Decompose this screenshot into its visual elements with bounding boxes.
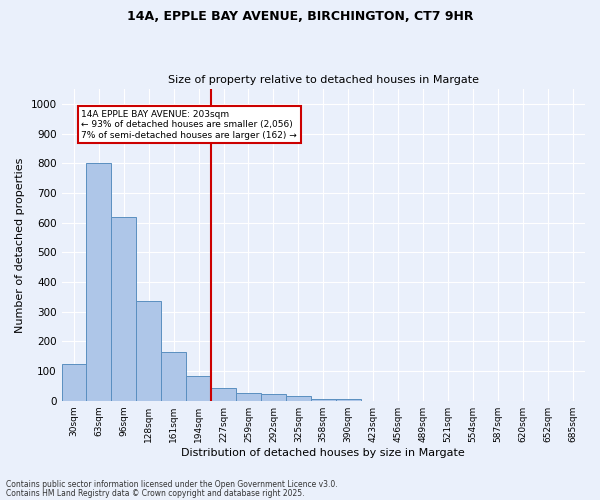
Bar	[261, 394, 286, 400]
Bar	[186, 376, 211, 400]
Text: Contains HM Land Registry data © Crown copyright and database right 2025.: Contains HM Land Registry data © Crown c…	[6, 488, 305, 498]
Bar	[136, 302, 161, 400]
Bar	[62, 364, 86, 401]
Bar	[336, 399, 361, 400]
Bar	[286, 396, 311, 400]
Bar	[236, 392, 261, 400]
Bar	[161, 352, 186, 401]
Bar	[112, 218, 136, 400]
Title: Size of property relative to detached houses in Margate: Size of property relative to detached ho…	[168, 76, 479, 86]
Y-axis label: Number of detached properties: Number of detached properties	[15, 157, 25, 332]
Bar	[211, 388, 236, 400]
Bar	[86, 164, 112, 400]
Bar	[311, 398, 336, 400]
X-axis label: Distribution of detached houses by size in Margate: Distribution of detached houses by size …	[181, 448, 465, 458]
Text: Contains public sector information licensed under the Open Government Licence v3: Contains public sector information licen…	[6, 480, 338, 489]
Text: 14A EPPLE BAY AVENUE: 203sqm
← 93% of detached houses are smaller (2,056)
7% of : 14A EPPLE BAY AVENUE: 203sqm ← 93% of de…	[82, 110, 297, 140]
Text: 14A, EPPLE BAY AVENUE, BIRCHINGTON, CT7 9HR: 14A, EPPLE BAY AVENUE, BIRCHINGTON, CT7 …	[127, 10, 473, 23]
